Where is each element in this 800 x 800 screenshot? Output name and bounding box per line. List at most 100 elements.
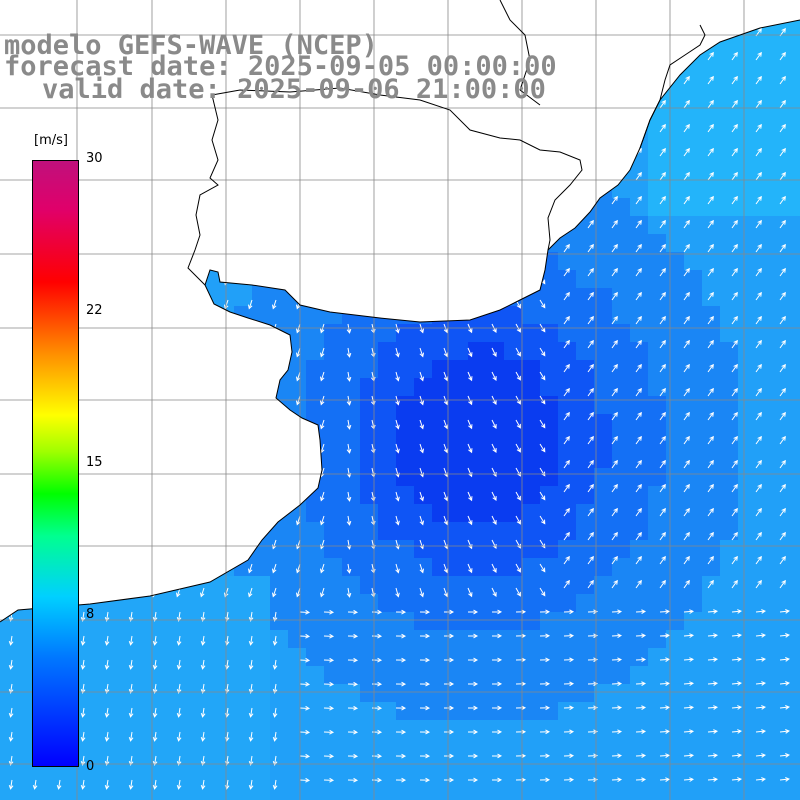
speed-cell <box>216 126 234 144</box>
speed-cell <box>468 126 486 144</box>
speed-cell <box>792 378 800 396</box>
speed-cell <box>0 0 18 18</box>
wind-arrow <box>731 363 738 373</box>
speed-cell <box>360 468 378 486</box>
wind-arrow <box>319 203 325 214</box>
speed-cell <box>756 594 774 612</box>
wind-arrow <box>175 515 181 526</box>
speed-cell <box>342 684 360 702</box>
speed-cell <box>720 342 738 360</box>
wind-arrow <box>419 657 431 663</box>
wind-arrow <box>731 75 738 85</box>
speed-cell <box>396 486 414 504</box>
wind-arrow <box>248 683 254 694</box>
speed-cell <box>198 432 216 450</box>
wind-arrow <box>491 705 503 711</box>
speed-cell <box>720 540 738 558</box>
speed-cell <box>756 450 774 468</box>
speed-cell <box>792 20 800 36</box>
speed-cell <box>270 522 288 540</box>
wind-arrow <box>515 275 521 285</box>
speed-cell <box>396 738 414 756</box>
speed-cell <box>774 0 792 18</box>
speed-cell <box>180 126 198 144</box>
speed-cell <box>342 198 360 216</box>
speed-cell <box>630 90 648 108</box>
speed-cell <box>414 630 432 648</box>
speed-cell <box>738 144 756 162</box>
wind-arrow <box>611 609 623 615</box>
wind-arrow <box>176 731 182 742</box>
wind-arrow <box>539 203 546 213</box>
speed-cell <box>180 396 198 414</box>
speed-cell <box>468 666 486 684</box>
speed-cell <box>540 288 558 306</box>
speed-cell <box>576 612 594 630</box>
wind-arrow <box>247 491 253 502</box>
speed-cell <box>702 486 720 504</box>
speed-cell <box>396 0 414 18</box>
speed-cell <box>270 792 288 800</box>
speed-cell <box>90 396 108 414</box>
speed-cell <box>486 360 504 378</box>
speed-cell <box>504 342 522 360</box>
speed-cell <box>702 774 720 792</box>
speed-cell <box>684 108 702 126</box>
wind-arrow <box>779 123 786 133</box>
wind-arrow <box>563 411 570 421</box>
wind-arrow <box>295 275 301 286</box>
wind-arrow <box>347 609 359 615</box>
wind-arrow <box>271 371 277 382</box>
speed-cell <box>738 504 756 522</box>
speed-cell <box>738 612 756 630</box>
wind-arrow <box>515 20 521 21</box>
speed-cell <box>180 306 198 324</box>
wind-arrow <box>127 251 133 262</box>
wind-arrow <box>199 251 205 262</box>
speed-cell <box>468 252 486 270</box>
wind-arrow <box>248 635 254 646</box>
wind-arrow <box>443 753 455 759</box>
speed-cell <box>180 756 198 774</box>
speed-cell <box>576 360 594 378</box>
speed-cell <box>18 774 36 792</box>
speed-cell <box>342 468 360 486</box>
wind-arrow <box>611 681 623 687</box>
speed-cell <box>504 504 522 522</box>
speed-cell <box>324 720 342 738</box>
speed-cell <box>702 450 720 468</box>
speed-cell <box>612 792 630 800</box>
wind-arrow <box>200 635 206 646</box>
wind-arrow <box>103 20 109 22</box>
wind-arrow <box>779 339 786 349</box>
speed-cell <box>0 540 18 558</box>
speed-cell <box>144 324 162 342</box>
speed-cell <box>360 0 378 18</box>
speed-cell <box>198 396 216 414</box>
speed-cell <box>198 612 216 630</box>
speed-cell <box>234 702 252 720</box>
wind-arrow <box>563 507 570 517</box>
speed-cell <box>522 738 540 756</box>
wind-arrow <box>731 729 742 734</box>
speed-cell <box>648 378 666 396</box>
speed-cell <box>630 108 648 126</box>
speed-cell <box>306 702 324 720</box>
speed-cell <box>324 108 342 126</box>
wind-arrow <box>467 131 473 142</box>
speed-cell <box>558 450 576 468</box>
speed-cell <box>558 540 576 558</box>
speed-cell <box>468 774 486 792</box>
speed-cell <box>540 612 558 630</box>
wind-arrow <box>707 435 714 445</box>
wind-arrow <box>515 681 527 687</box>
speed-cell <box>198 414 216 432</box>
speed-cell <box>720 702 738 720</box>
speed-cell <box>324 288 342 306</box>
speed-cell <box>468 558 486 576</box>
speed-cell <box>360 414 378 432</box>
speed-cell <box>0 648 18 666</box>
speed-cell <box>108 306 126 324</box>
speed-cell <box>540 252 558 270</box>
speed-cell <box>306 288 324 306</box>
